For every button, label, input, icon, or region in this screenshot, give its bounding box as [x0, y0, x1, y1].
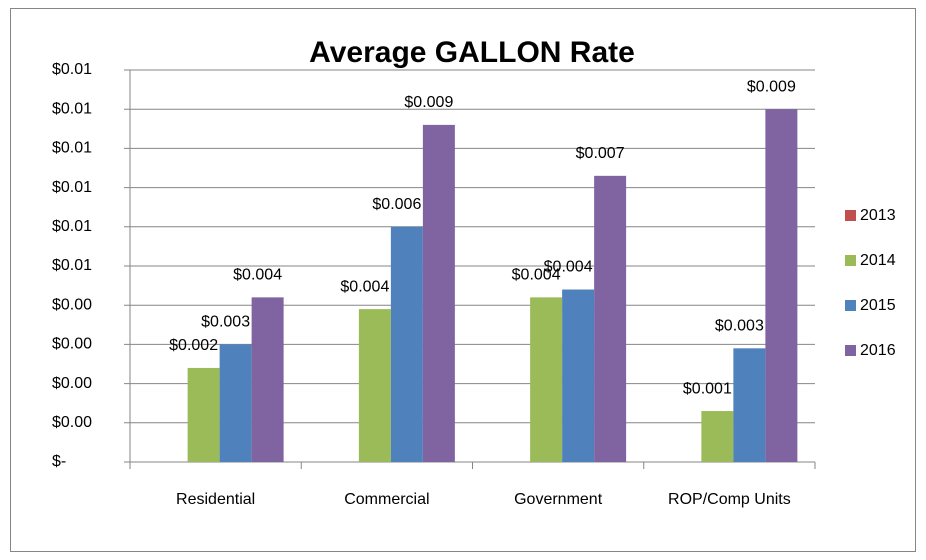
bar [562, 289, 595, 462]
legend-swatch [845, 255, 856, 266]
y-tick-label: $0.01 [52, 179, 92, 196]
data-label: $0.004 [544, 259, 593, 276]
bar [733, 348, 766, 462]
legend-label: 2015 [860, 297, 896, 314]
y-tick-label: $- [52, 453, 66, 470]
legend-swatch [845, 210, 856, 221]
legend-label: 2014 [860, 252, 896, 269]
bar [187, 367, 220, 462]
bar [530, 297, 563, 462]
data-label: $0.007 [576, 145, 625, 162]
bar [390, 226, 423, 462]
x-tick-label: Commercial [344, 491, 429, 508]
data-label: $0.004 [233, 267, 282, 284]
bar [219, 344, 252, 462]
bar [422, 124, 455, 462]
data-label: $0.004 [340, 278, 389, 295]
y-tick-label: $0.01 [52, 257, 92, 274]
data-label: $0.003 [201, 314, 250, 331]
data-label: $0.006 [372, 196, 421, 213]
data-label: $0.003 [715, 318, 764, 335]
bar [251, 297, 284, 462]
y-tick-label: $0.01 [52, 218, 92, 235]
x-tick-label: Government [514, 491, 603, 508]
bar [358, 309, 391, 462]
legend-swatch [845, 300, 856, 311]
x-tick-label: ROP/Comp Units [668, 491, 791, 508]
y-tick-label: $0.01 [52, 100, 92, 117]
x-tick-label: Residential [176, 491, 255, 508]
data-label: $0.009 [404, 94, 453, 111]
y-tick-label: $0.00 [52, 296, 92, 313]
y-tick-label: $0.01 [52, 61, 92, 78]
chart-title: Average GALLON Rate [309, 36, 635, 69]
y-tick-label: $0.00 [52, 375, 92, 392]
y-tick-label: $0.00 [52, 414, 92, 431]
bar [765, 109, 798, 462]
bar [701, 411, 734, 462]
legend-swatch [845, 345, 856, 356]
legend-label: 2016 [860, 342, 896, 359]
y-tick-label: $0.00 [52, 336, 92, 353]
y-tick-label: $0.01 [52, 140, 92, 157]
legend-label: 2013 [860, 207, 896, 224]
bar [594, 175, 627, 462]
data-label: $0.001 [683, 380, 732, 397]
data-label: $0.009 [747, 78, 796, 95]
data-label: $0.002 [169, 337, 218, 354]
data-label: $0.004 [512, 267, 561, 284]
